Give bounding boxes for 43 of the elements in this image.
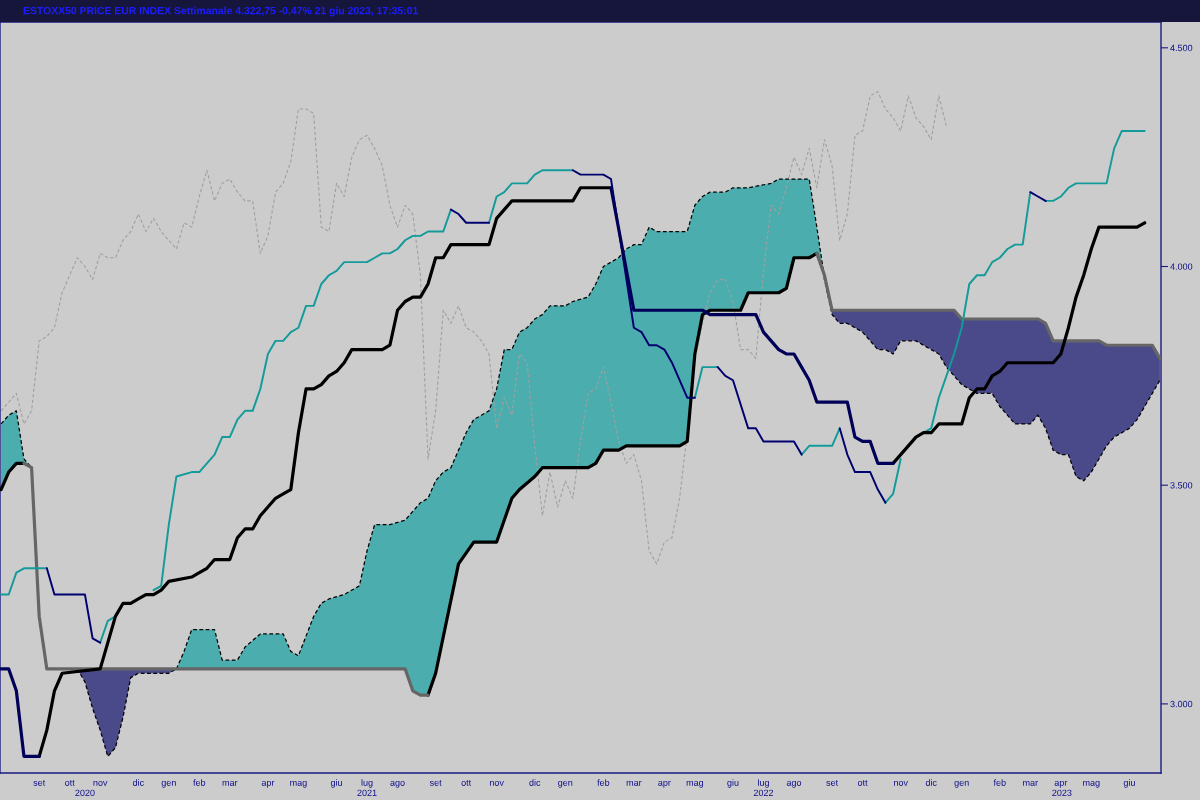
x-tick-label: apr	[261, 780, 275, 788]
x-tick-label: giu	[1123, 779, 1135, 788]
x-tick-label: gen	[558, 780, 573, 788]
x-tick-label: nov	[894, 780, 908, 786]
x-tick-label: lug	[758, 779, 769, 788]
x2-tick-label: 2022	[753, 789, 774, 797]
x2-tick-label: 2020	[75, 789, 95, 797]
x-tick-label: dic	[529, 779, 541, 786]
x-tick-label: mag	[290, 780, 307, 788]
x-tick-label: ott	[857, 779, 868, 786]
x-tick-label: mar	[626, 780, 642, 786]
x-tick-label: set	[429, 779, 442, 786]
y-tick-label: 3.000	[1170, 700, 1193, 708]
x-tick-label: feb	[993, 779, 1006, 786]
x2-tick-label: 2021	[357, 789, 377, 797]
x-tick-label: feb	[597, 779, 610, 786]
x-tick-label: giu	[727, 779, 739, 788]
x-tick-label: gen	[161, 780, 176, 788]
x-tick-label: dic	[132, 779, 144, 786]
x-tick-label: nov	[93, 780, 108, 786]
x-tick-label: gen	[954, 780, 969, 788]
x-tick-label: set	[826, 779, 839, 786]
x-tick-label: ott	[65, 779, 75, 786]
y-tick-label: 3.500	[1170, 482, 1193, 489]
x2-tick-label: 2023	[1052, 789, 1072, 797]
x-tick-label: lug	[361, 779, 373, 788]
x-tick-label: feb	[193, 779, 206, 786]
x-tick-label: ago	[390, 780, 405, 788]
x-tick-label: mar	[1023, 780, 1038, 786]
x-tick-label: giu	[330, 779, 342, 788]
x-tick-label: set	[33, 779, 46, 786]
x-tick-label: apr	[1054, 780, 1068, 788]
x-tick-label: ott	[461, 779, 472, 786]
x-tick-label: dic	[925, 779, 937, 786]
x-tick-label: mag	[1083, 780, 1100, 788]
x-tick-label: nov	[489, 780, 504, 786]
x-tick-label: ago	[786, 780, 802, 788]
x-tick-label: apr	[658, 780, 671, 788]
y-tick-label: 4.000	[1170, 263, 1193, 270]
x-tick-label: mar	[222, 780, 238, 786]
y-tick-label: 4.500	[1170, 44, 1193, 52]
x-tick-label: mag	[686, 780, 704, 788]
chart-title: ESTOXX50 PRICE EUR INDEX Settimanale 4.322,75 -0,47% 21 giu 2023, 17:35:01	[23, 6, 418, 17]
